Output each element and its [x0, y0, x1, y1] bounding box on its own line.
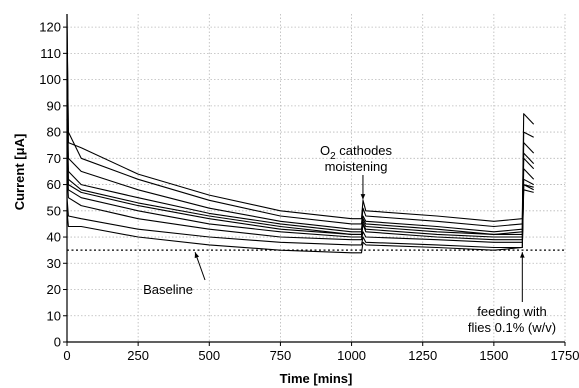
series-line-1	[66, 13, 535, 222]
y-tick-label: 0	[54, 335, 61, 350]
grid-lines	[67, 14, 566, 342]
o2-annotation-prefix: O	[320, 143, 330, 158]
series-line-5	[66, 118, 535, 235]
y-tick-label: 50	[47, 203, 61, 218]
series-line-3	[66, 79, 535, 233]
series-line-8	[66, 171, 534, 243]
series-line-4	[66, 105, 535, 235]
x-tick-label: 500	[198, 348, 220, 363]
y-tick-label: 20	[47, 282, 61, 297]
y-ticks: 0 10 20 30 40 50 60 70 80 90 100 110 120	[39, 20, 67, 350]
series-line-10	[66, 189, 534, 254]
y-tick-label: 60	[47, 177, 61, 192]
baseline-arrow-head	[194, 252, 200, 259]
y-tick-label: 90	[47, 98, 61, 113]
series-line-7	[66, 158, 534, 241]
y-tick-label: 110	[40, 46, 61, 61]
series-lines	[66, 13, 535, 254]
feeding-arrow-head	[519, 252, 525, 258]
y-tick-label: 30	[47, 256, 61, 271]
feeding-annotation-line1: feeding with	[477, 304, 546, 319]
x-tick-label: 250	[127, 348, 149, 363]
y-tick-label: 120	[39, 20, 61, 35]
x-axis-title: Time [mins]	[280, 371, 353, 386]
annotation-arrows	[194, 175, 525, 302]
y-tick-label: 40	[47, 230, 61, 245]
o2-arrow-head	[360, 194, 366, 200]
y-tick-label: 10	[47, 308, 61, 323]
o2-annotation-suffix: cathodes	[336, 143, 393, 158]
baseline-annotation: Baseline	[143, 282, 193, 297]
axes	[66, 14, 565, 343]
x-tick-label: 1000	[337, 348, 366, 363]
series-line-2	[66, 27, 534, 228]
x-tick-label: 1500	[479, 348, 508, 363]
feeding-annotation-line2: flies 0.1% (w/v)	[468, 320, 556, 335]
series-line-9	[66, 184, 534, 249]
y-tick-label: 100	[39, 72, 61, 87]
o2-annotation-subscript: 2	[330, 151, 336, 162]
x-tick-label: 0	[63, 348, 70, 363]
y-tick-label: 70	[47, 151, 61, 166]
y-tick-label: 80	[47, 125, 61, 140]
o2-annotation-line1: O2 cathodes	[320, 143, 393, 162]
o2-annotation-line2: moistening	[325, 159, 388, 174]
x-tick-label: 1250	[408, 348, 437, 363]
x-tick-label: 1750	[551, 348, 579, 363]
x-tick-label: 750	[270, 348, 292, 363]
x-ticks: 0 250 500 750 1000 1250 1500 1750	[63, 342, 579, 363]
y-axis-title: Current [μA]	[12, 134, 27, 211]
